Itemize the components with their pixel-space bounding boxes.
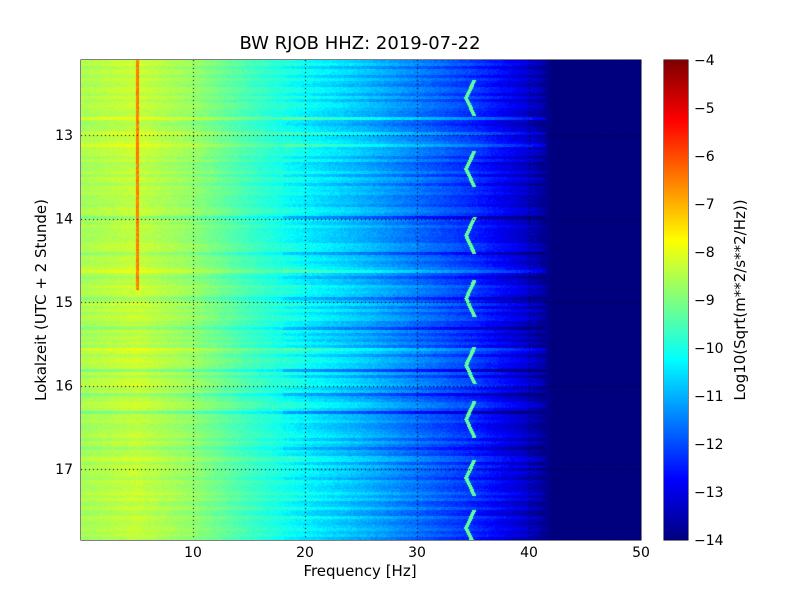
x-tick-label: 20 bbox=[296, 545, 314, 561]
colorbar-tick-label: −9 bbox=[694, 293, 715, 309]
y-tick-label: 13 bbox=[55, 128, 73, 144]
x-tick-label: 40 bbox=[520, 545, 538, 561]
y-tick-label: 16 bbox=[55, 379, 73, 395]
colorbar-tick-label: −10 bbox=[694, 341, 724, 357]
colorbar-gradient bbox=[664, 60, 688, 540]
y-tick-label: 14 bbox=[55, 212, 73, 228]
x-tick-label: 30 bbox=[408, 545, 426, 561]
colorbar-tick-label: −6 bbox=[694, 149, 715, 165]
x-tick-label: 50 bbox=[632, 545, 650, 561]
y-tick-label: 17 bbox=[55, 462, 73, 478]
colorbar-tick-label: −14 bbox=[694, 533, 724, 549]
colorbar-tick-label: −5 bbox=[694, 101, 715, 117]
colorbar-label: Log10(Sqrt(m**2/s**2/Hz)) bbox=[731, 199, 749, 400]
colorbar-tick-label: −13 bbox=[694, 485, 724, 501]
colorbar-tick-label: −7 bbox=[694, 197, 715, 213]
colorbar-tick-label: −8 bbox=[694, 245, 715, 261]
x-axis-label: Frequency [Hz] bbox=[303, 562, 416, 580]
x-axis-ticks: 10 20 30 40 50 bbox=[184, 60, 650, 561]
colorbar-tick-label: −11 bbox=[694, 389, 724, 405]
colorbar-tick-label: −4 bbox=[694, 53, 715, 69]
x-tick-label: 10 bbox=[184, 545, 202, 561]
y-axis-label: Lokalzeit (UTC + 2 Stunde) bbox=[32, 199, 50, 401]
colorbar-tick-label: −12 bbox=[694, 437, 724, 453]
spectrogram-heatmap bbox=[81, 60, 641, 540]
colorbar-ticks: −4 −5 −6 −7 −8 −9 −10 −11 −12 −13 −14 bbox=[664, 53, 724, 549]
chart-title: BW RJOB HHZ: 2019-07-22 bbox=[239, 33, 480, 54]
y-tick-label: 15 bbox=[55, 295, 73, 311]
